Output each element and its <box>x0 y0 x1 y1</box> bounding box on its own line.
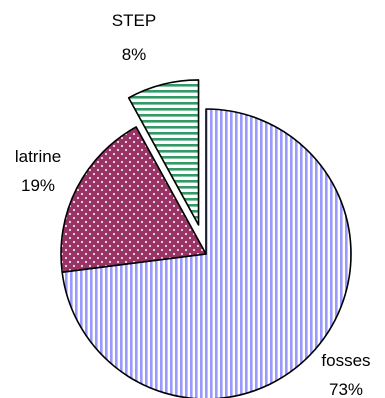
pie-slice-step <box>127 79 200 226</box>
slice-label-fosses-name: fosses <box>321 351 370 370</box>
slice-label-step-value: 8% <box>122 45 147 64</box>
slice-label-latrine-name: latrine <box>15 147 61 166</box>
pie-slice-latrine <box>60 126 207 273</box>
slice-label-fosses-value: 73% <box>329 380 363 398</box>
slice-label-latrine-value: 19% <box>21 176 55 195</box>
slice-label-step-name: STEP <box>112 11 156 30</box>
